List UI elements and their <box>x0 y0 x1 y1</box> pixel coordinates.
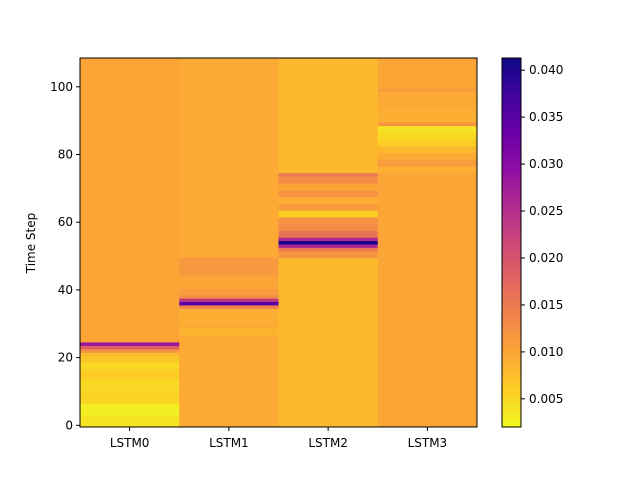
heatmap-cell <box>179 301 279 306</box>
heatmap-cell <box>278 230 379 238</box>
colorbar <box>501 57 522 428</box>
y-tick-label: 40 <box>58 283 73 297</box>
heatmap-cell <box>179 308 279 326</box>
x-axis: LSTM0 LSTM1 LSTM2 LSTM3 <box>110 427 447 450</box>
heatmap-cell <box>80 369 180 380</box>
heatmap-cell <box>377 166 478 174</box>
heatmap-cell <box>377 108 478 123</box>
y-tick-label: 60 <box>58 215 73 229</box>
heatmap-cell <box>377 132 478 140</box>
colorbar-tick-label: 0.010 <box>529 345 563 359</box>
heatmap-cell <box>377 88 478 93</box>
x-tick-label: LSTM1 <box>209 436 249 450</box>
heatmap-cell <box>377 122 478 127</box>
heatmap-column-lstm1 <box>179 58 279 427</box>
heatmap-cell <box>179 328 279 336</box>
heatmap-cell <box>179 298 279 303</box>
heatmap-cell <box>179 257 279 275</box>
heatmap-cells <box>80 58 478 428</box>
heatmap-cell <box>80 342 180 347</box>
heatmap-cell <box>80 403 180 418</box>
colorbar-tick-label: 0.015 <box>529 298 563 312</box>
y-tick-label: 20 <box>58 351 73 365</box>
y-tick-label: 0 <box>65 418 73 432</box>
plot-frame <box>79 57 478 428</box>
heatmap-cell <box>278 223 379 231</box>
heatmap-cell <box>179 294 279 299</box>
heatmap-cell <box>80 389 180 404</box>
colorbar-tick-label: 0.025 <box>529 204 563 218</box>
heatmap-cell <box>278 250 379 259</box>
heatmap-cell <box>80 345 180 350</box>
heatmap-cell <box>377 152 478 160</box>
heatmap-cell <box>278 217 379 225</box>
heatmap-cell <box>278 203 379 211</box>
x-tick-label: LSTM0 <box>110 436 150 450</box>
heatmap-cell <box>80 362 180 370</box>
heatmap-cell <box>377 125 478 133</box>
heatmap-cell <box>278 244 379 248</box>
y-axis: 0 20 40 60 80 100 <box>50 80 80 432</box>
heatmap-cell <box>80 352 180 357</box>
colorbar-tick-label: 0.005 <box>529 392 563 406</box>
heatmap-cell <box>377 146 478 154</box>
colorbar-tick-label: 0.040 <box>529 63 563 77</box>
colorbar-tick-label: 0.030 <box>529 157 563 171</box>
heatmap-cell <box>80 416 180 428</box>
heatmap-cell <box>278 173 379 177</box>
heatmap-cell <box>278 183 379 191</box>
colorbar-tick-label: 0.035 <box>529 110 563 124</box>
x-tick-label: LSTM3 <box>408 436 448 450</box>
y-tick-label: 80 <box>58 147 73 161</box>
heatmap-cell <box>80 355 180 363</box>
heatmap-cell <box>278 190 379 198</box>
x-tick-label: LSTM2 <box>308 436 348 450</box>
y-axis-label: Time Step <box>24 213 38 275</box>
heatmap-cell <box>278 210 379 218</box>
colorbar-tick-label: 0.020 <box>529 251 563 265</box>
heatmap-cell <box>278 247 379 252</box>
heatmap-cell <box>377 159 478 167</box>
heatmap-cell <box>377 139 478 147</box>
colorbar-axis: 0.005 0.010 0.015 0.020 0.025 0.030 0.035 0.040 <box>521 63 563 406</box>
heatmap-cell <box>278 240 379 245</box>
y-tick-label: 100 <box>50 80 73 94</box>
heatmap-cell <box>80 349 180 353</box>
heatmap-cell <box>80 379 180 391</box>
heatmap-cell <box>377 91 478 110</box>
heatmap-cell <box>278 196 379 204</box>
heatmap-cell <box>278 237 379 242</box>
heatmap-cell <box>278 176 379 184</box>
heatmap-cell <box>179 288 279 296</box>
heatmap-cell <box>179 305 279 309</box>
heatmap-cell <box>179 274 279 289</box>
